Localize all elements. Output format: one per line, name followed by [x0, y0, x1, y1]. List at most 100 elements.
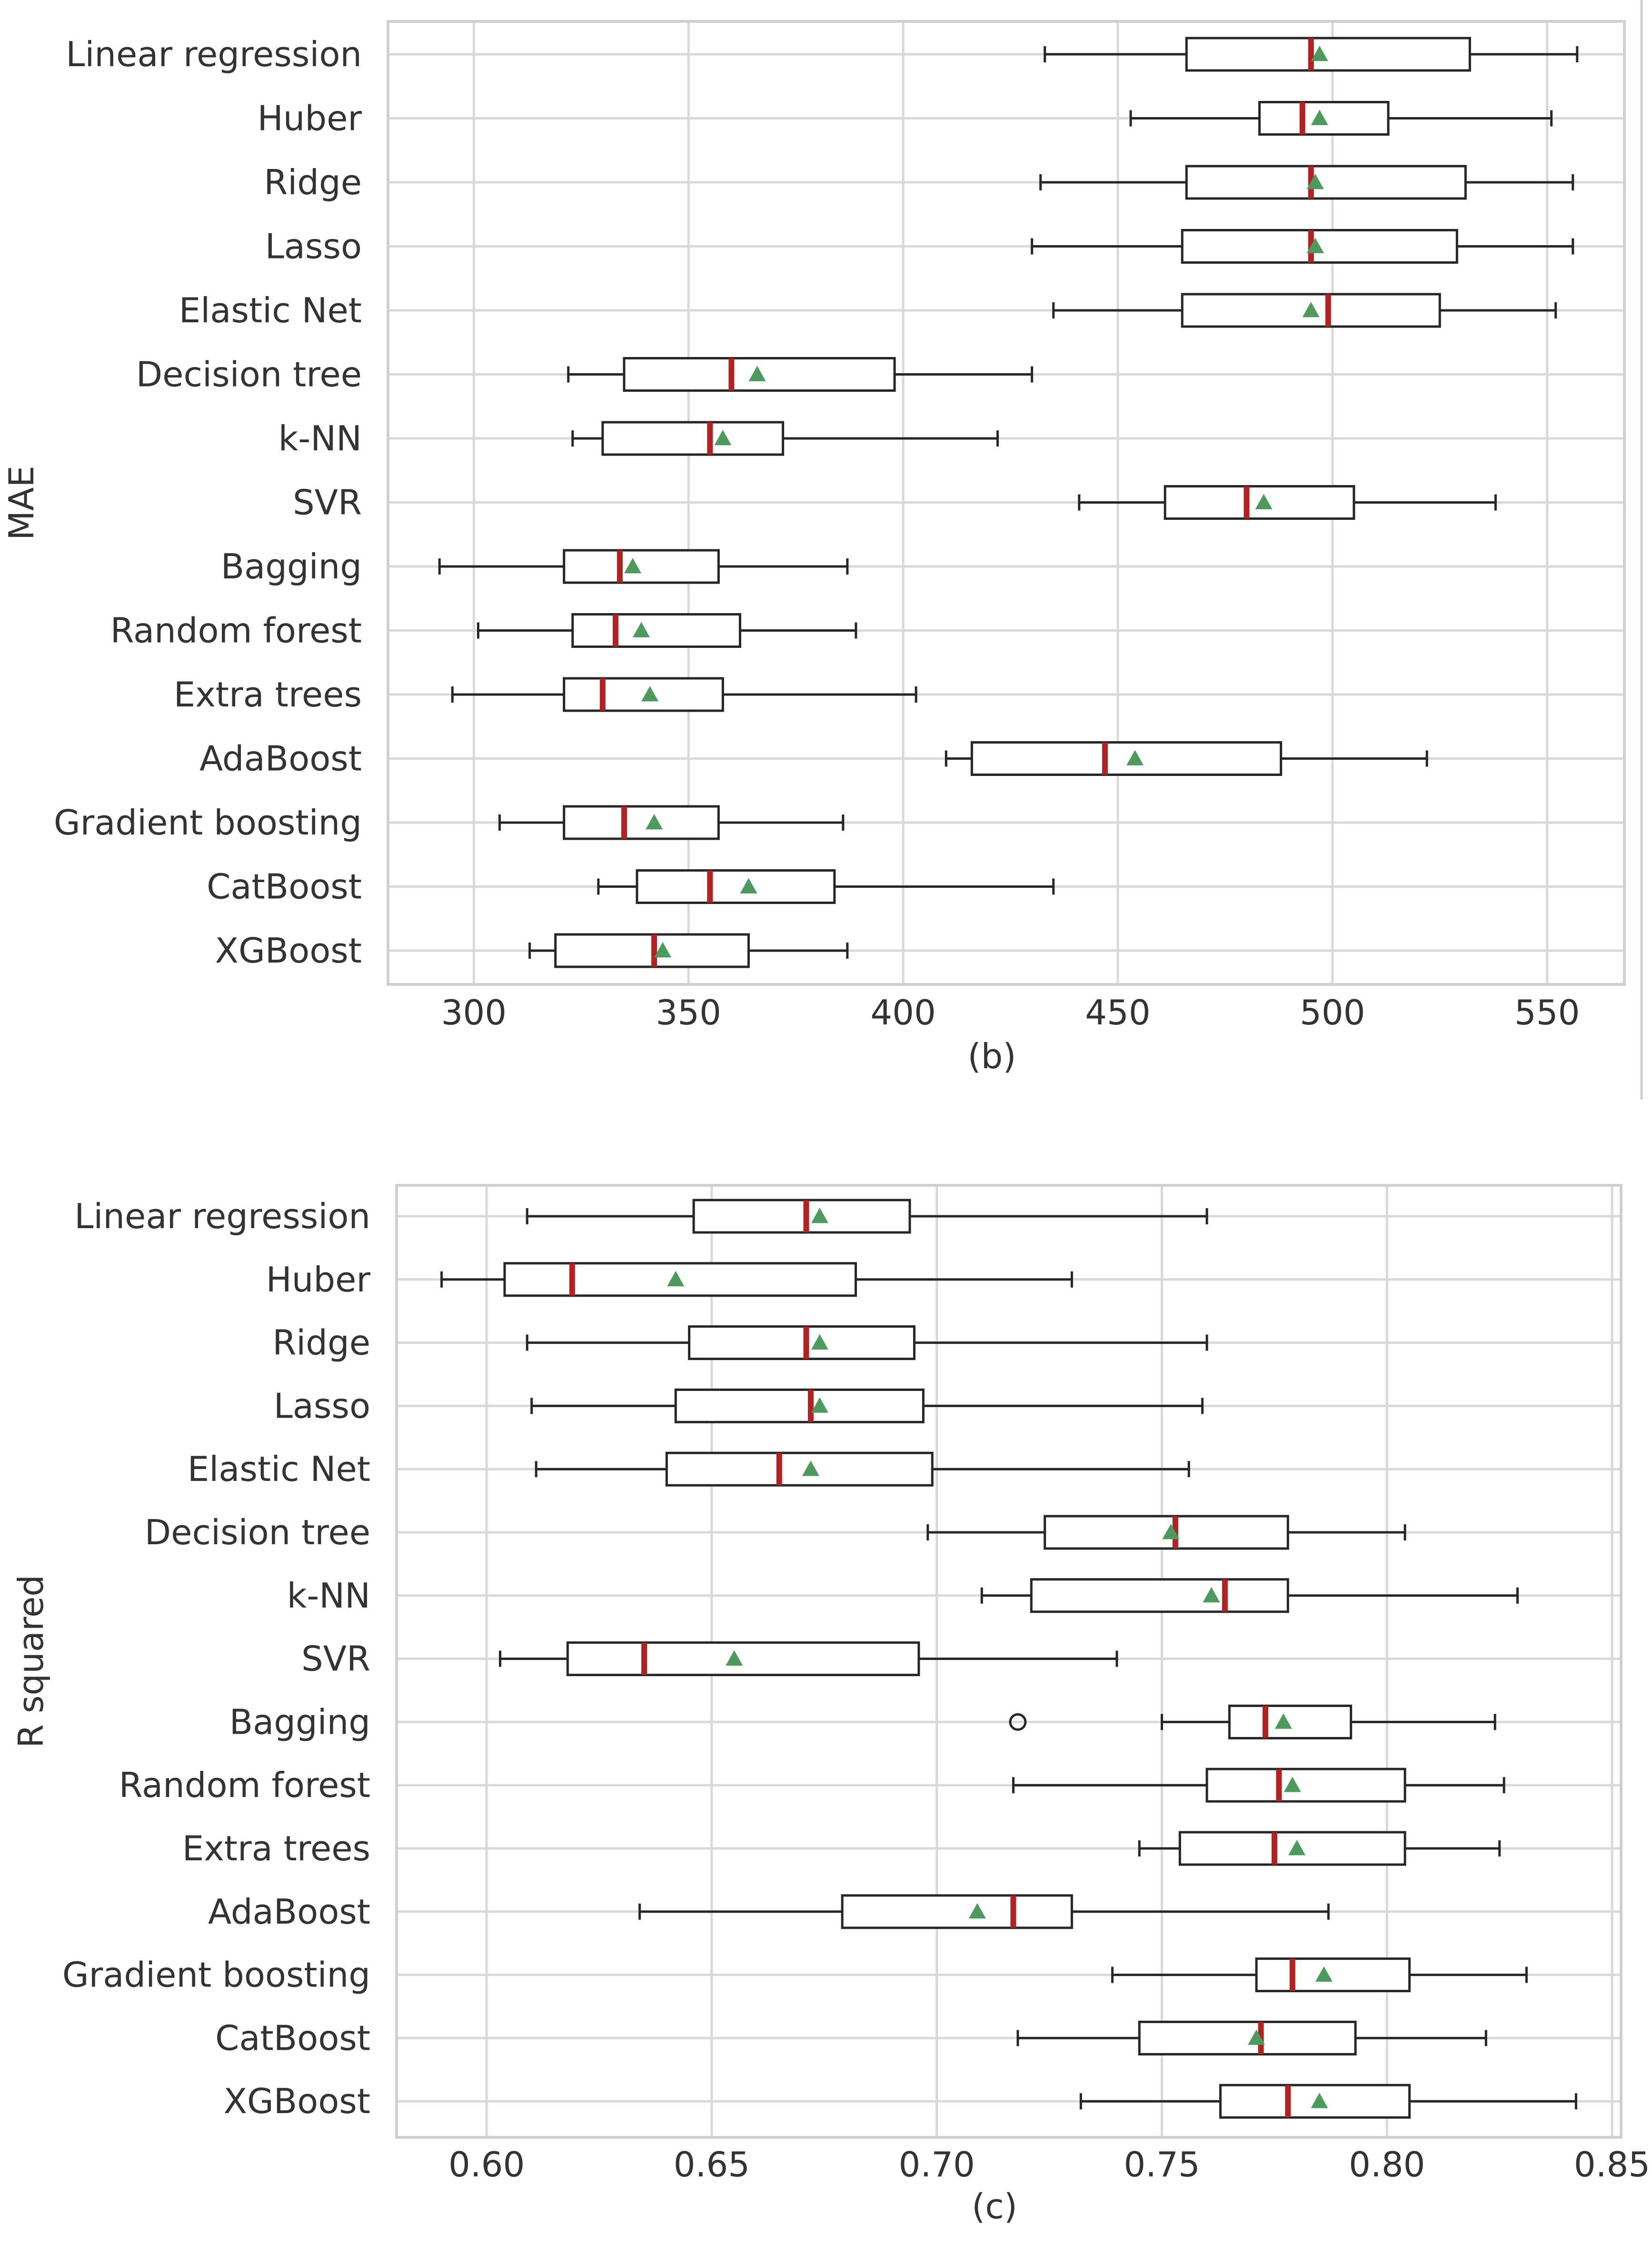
category-label: AdaBoost	[208, 1892, 370, 1932]
iqr-box	[563, 677, 724, 712]
box-k-nn	[571, 421, 999, 456]
box-extra-trees	[451, 677, 917, 712]
iqr-box	[636, 869, 836, 904]
iqr-box	[674, 1388, 925, 1423]
x-tick-label: 300	[441, 993, 507, 1033]
iqr-box	[688, 1325, 916, 1360]
panel-caption: (b)	[968, 1036, 1016, 1076]
box-linear-regression	[1044, 37, 1579, 72]
iqr-box	[563, 549, 720, 584]
category-label: Random forest	[110, 611, 362, 651]
category-label: CatBoost	[207, 867, 362, 907]
x-tick-label: 0.80	[1349, 2145, 1425, 2184]
iqr-box	[566, 1641, 920, 1677]
mean-marker	[1302, 302, 1320, 318]
mean-marker	[1311, 109, 1328, 125]
box-huber	[440, 1262, 1073, 1297]
mean-marker	[740, 878, 757, 894]
y-axis-title: MAE	[1, 466, 41, 540]
iqr-box	[1228, 1704, 1353, 1739]
box-random-forest	[477, 613, 857, 648]
box-random-forest	[1012, 1767, 1505, 1803]
box-decision-tree	[926, 1515, 1406, 1550]
mean-marker	[633, 622, 650, 637]
category-label: SVR	[293, 483, 362, 523]
category-label: XGBoost	[215, 931, 362, 971]
category-label: Elastic Net	[188, 1449, 370, 1489]
box-catboost	[597, 869, 1055, 904]
x-tick-label: 350	[656, 993, 721, 1033]
mean-marker	[1162, 1524, 1180, 1539]
category-label: Ridge	[264, 162, 362, 202]
outlier-marker	[1009, 1713, 1027, 1731]
category-label: k-NN	[287, 1576, 370, 1616]
mean-marker	[641, 686, 659, 702]
category-label: Lasso	[265, 227, 362, 267]
x-tick-label: 550	[1514, 993, 1580, 1033]
category-label: XGBoost	[224, 2081, 370, 2121]
category-label: k-NN	[279, 418, 362, 458]
x-tick-label: 0.85	[1574, 2145, 1650, 2184]
x-tick-label: 450	[1085, 993, 1150, 1033]
category-label: Ridge	[272, 1323, 370, 1363]
box-svr	[1078, 485, 1497, 520]
category-label: Elastic Net	[179, 290, 362, 330]
mean-marker	[624, 558, 641, 574]
mean-marker	[748, 366, 766, 381]
category-label: Linear regression	[66, 34, 362, 74]
category-label: Decision tree	[136, 355, 362, 395]
box-catboost	[1016, 2020, 1487, 2055]
category-label: Gradient boosting	[62, 1955, 370, 1995]
mean-marker	[1311, 2093, 1328, 2108]
mean-marker	[1306, 238, 1324, 253]
mean-marker	[1274, 1713, 1292, 1729]
category-label: Random forest	[119, 1765, 370, 1805]
box-xgboost	[528, 933, 849, 968]
category-label: Extra trees	[182, 1828, 370, 1868]
category-label: Decision tree	[145, 1512, 370, 1552]
iqr-box	[563, 805, 720, 840]
iqr-box	[571, 613, 741, 648]
box-elastic-net	[535, 1451, 1190, 1487]
mean-marker	[1203, 1587, 1220, 1603]
iqr-box	[1219, 2084, 1411, 2119]
iqr-box	[1138, 2020, 1357, 2055]
box-k-nn	[980, 1578, 1519, 1613]
mean-marker	[667, 1271, 685, 1287]
iqr-box	[1205, 1767, 1406, 1803]
category-label: SVR	[301, 1639, 370, 1679]
box-decision-tree	[567, 357, 1034, 392]
mean-marker	[714, 430, 732, 446]
plot-frame	[387, 20, 1626, 986]
x-tick-label: 400	[870, 993, 935, 1033]
x-tick-label: 0.60	[448, 2145, 525, 2184]
mean-marker	[1284, 1777, 1301, 1792]
box-svr	[498, 1641, 1118, 1677]
mean-marker	[726, 1650, 743, 1666]
iqr-box	[1185, 37, 1471, 72]
x-tick-label: 500	[1300, 993, 1365, 1033]
plot-frame	[395, 1184, 1622, 2139]
y-axis-title: R squared	[11, 1575, 51, 1748]
box-ridge	[1039, 165, 1574, 200]
mean-marker	[811, 1397, 828, 1413]
mean-marker	[811, 1208, 828, 1223]
mean-marker	[1288, 1840, 1306, 1856]
iqr-box	[1185, 165, 1467, 200]
mean-marker	[968, 1903, 986, 1919]
mean-marker	[811, 1334, 828, 1350]
category-label: AdaBoost	[199, 739, 362, 779]
box-elastic-net	[1052, 293, 1557, 328]
mean-marker	[654, 942, 672, 958]
box-gradient-boosting	[498, 805, 845, 840]
category-label: Bagging	[221, 546, 362, 586]
x-tick-label: 0.65	[674, 2145, 750, 2184]
iqr-box	[692, 1199, 911, 1234]
iqr-box	[1030, 1578, 1289, 1613]
mean-marker	[1315, 1966, 1333, 1982]
category-label: Bagging	[229, 1702, 370, 1742]
box-bagging	[1009, 1704, 1496, 1739]
mean-marker	[1311, 46, 1328, 61]
mean-marker	[646, 814, 663, 830]
